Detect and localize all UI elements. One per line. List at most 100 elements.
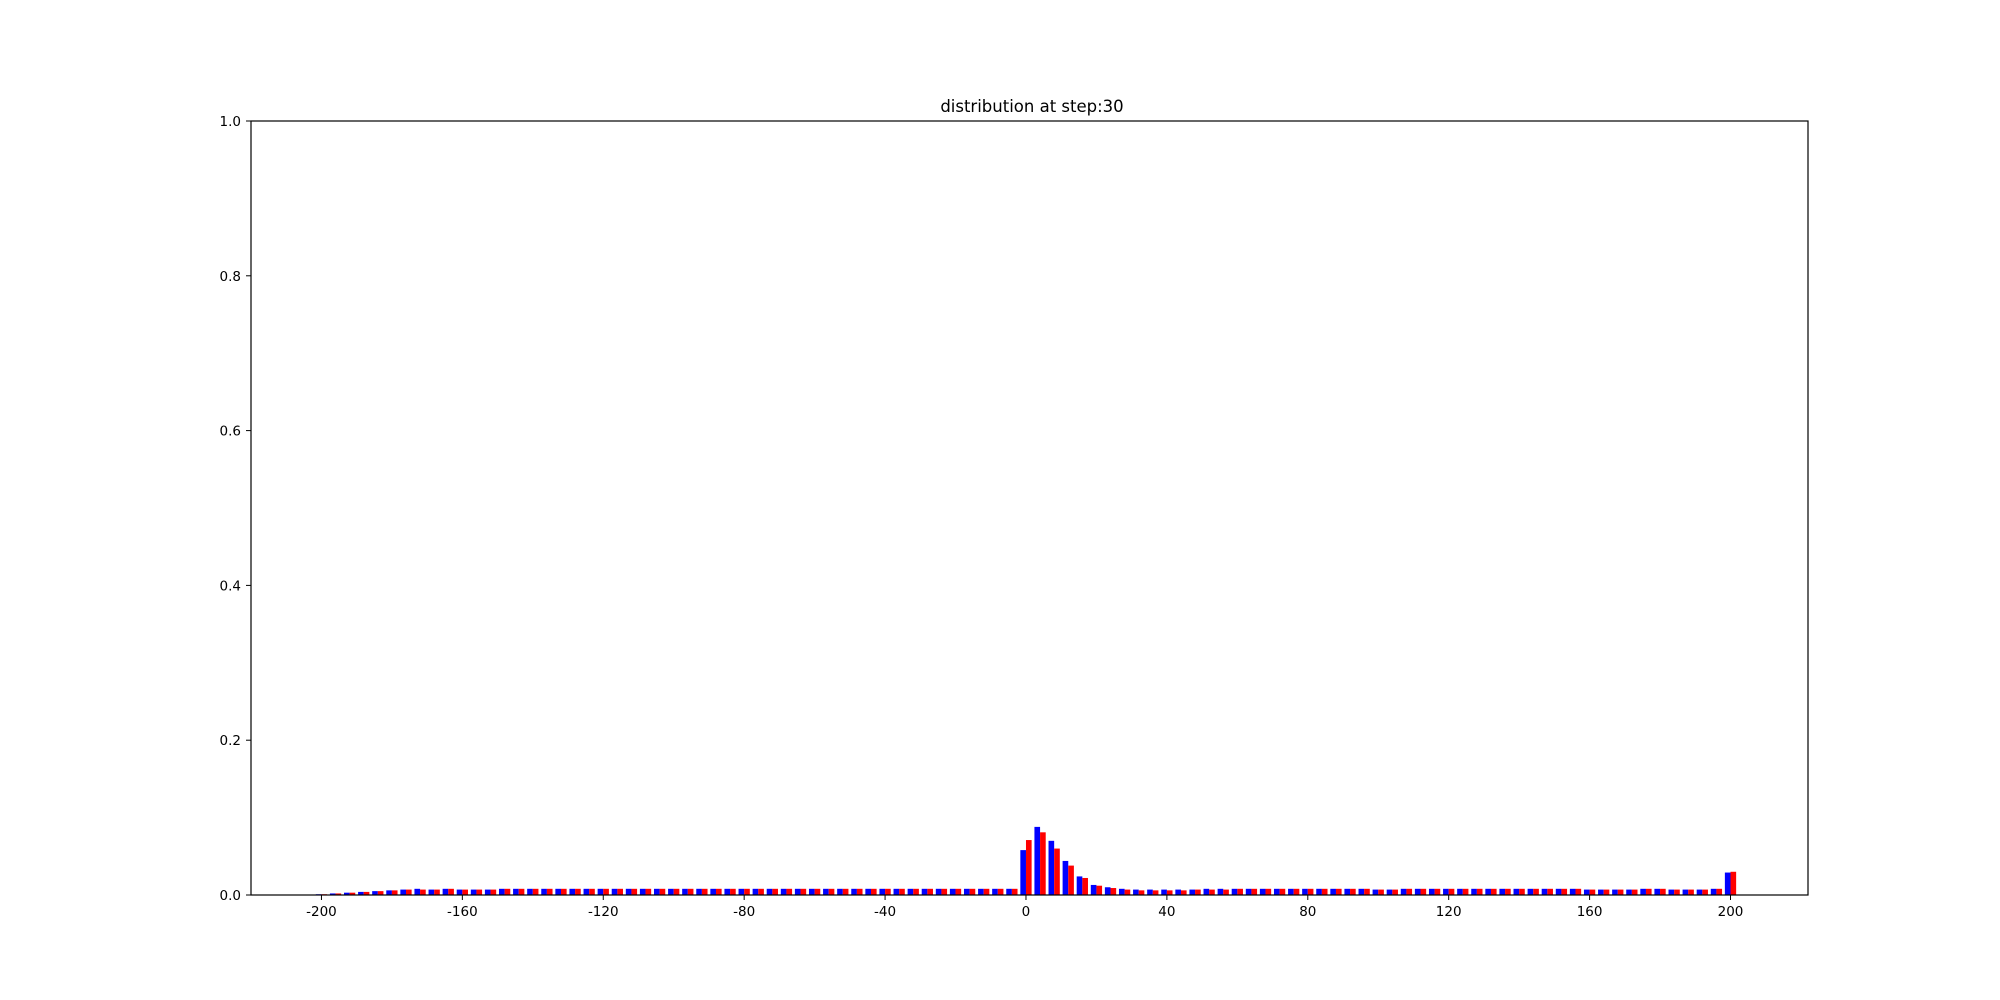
x-tick-label: 40 — [1158, 904, 1175, 920]
bar-series-2-x-128 — [1476, 888, 1483, 895]
bar-series-2-x-136 — [1505, 888, 1511, 895]
y-tick-label: 0.0 — [220, 888, 241, 904]
bar-series-1-x-140 — [1513, 888, 1520, 895]
bar-series-1-x-84 — [1316, 888, 1322, 895]
bar-series-1-x-172 — [1626, 889, 1632, 895]
bar-series-2-x-184 — [1674, 889, 1680, 895]
bar-series-2-x--180 — [391, 890, 398, 895]
bar-series-2-x--68 — [786, 888, 793, 895]
bar-series-2-x--92 — [701, 888, 708, 895]
bar-series-2-x--48 — [856, 888, 863, 895]
bar-series-2-x-52 — [1209, 889, 1215, 895]
bar-series-1-x--180 — [386, 890, 392, 895]
bar-series-2-x-140 — [1519, 888, 1525, 895]
bar-series-1-x-36 — [1147, 889, 1153, 895]
bar-series-2-x-152 — [1561, 888, 1568, 895]
bar-series-1-x-68 — [1259, 888, 1266, 895]
bar-series-1-x--8 — [992, 888, 998, 895]
bar-series-1-x--164 — [442, 888, 449, 895]
bar-series-1-x--168 — [428, 889, 435, 895]
bar-series-2-x-200 — [1730, 871, 1737, 895]
bar-series-1-x--124 — [583, 888, 590, 895]
bar-series-2-x--136 — [546, 888, 553, 895]
bar-series-2-x-84 — [1321, 888, 1328, 895]
bar-series-1-x-120 — [1443, 888, 1449, 895]
bar-series-1-x--28 — [921, 888, 928, 895]
bar-series-2-x-28 — [1124, 889, 1131, 895]
bar-series-2-x-168 — [1617, 889, 1624, 895]
bar-series-1-x-152 — [1555, 888, 1562, 895]
bar-series-2-x--8 — [997, 888, 1004, 895]
bar-series-1-x--80 — [738, 888, 745, 895]
bar-series-1-x-144 — [1527, 888, 1534, 895]
bar-series-1-x--188 — [358, 891, 364, 895]
y-tick-label: 1.0 — [220, 114, 241, 130]
bar-series-1-x--44 — [865, 888, 871, 895]
bar-series-1-x--112 — [625, 888, 632, 895]
bar-series-1-x-136 — [1499, 888, 1506, 895]
bar-series-2-x-48 — [1195, 889, 1201, 895]
bar-series-1-x--128 — [569, 888, 576, 895]
bar-series-2-x--168 — [434, 889, 440, 895]
bar-series-1-x--152 — [484, 889, 491, 895]
bar-series-1-x--120 — [597, 888, 604, 895]
bar-series-1-x--36 — [893, 888, 900, 895]
bar-series-1-x-64 — [1245, 888, 1252, 895]
bar-series-1-x-184 — [1668, 889, 1675, 895]
bar-series-1-x--136 — [541, 888, 547, 895]
bar-series-2-x-0 — [1025, 840, 1032, 895]
bar-series-1-x--156 — [470, 889, 477, 895]
x-tick-label: -120 — [588, 904, 619, 920]
bar-series-1-x-8 — [1048, 840, 1055, 895]
bar-series-1-x-72 — [1273, 888, 1280, 895]
bar-series-2-x-72 — [1279, 888, 1286, 895]
bar-series-2-x--140 — [532, 888, 539, 895]
bar-series-1-x-60 — [1231, 888, 1238, 895]
bar-series-2-x--124 — [589, 888, 595, 895]
bar-series-1-x-32 — [1133, 889, 1139, 895]
bar-series-1-x-92 — [1344, 888, 1351, 895]
bar-series-2-x-40 — [1166, 890, 1173, 895]
bar-series-1-x--100 — [668, 888, 674, 895]
x-tick-label: 80 — [1299, 904, 1316, 920]
bar-series-2-x-164 — [1603, 889, 1610, 895]
bar-series-1-x-24 — [1104, 887, 1111, 895]
bar-series-2-x--172 — [420, 889, 426, 895]
bar-series-2-x--64 — [800, 888, 807, 895]
bar-series-2-x--76 — [758, 888, 764, 895]
x-tick-label: 0 — [1022, 904, 1031, 920]
bar-series-1-x--92 — [696, 888, 702, 895]
bar-series-2-x--52 — [842, 888, 849, 895]
bar-series-1-x-16 — [1076, 876, 1083, 895]
bar-series-1-x-116 — [1428, 888, 1435, 895]
bar-series-2-x-100 — [1378, 889, 1384, 895]
bar-series-2-x-160 — [1589, 889, 1596, 895]
bar-series-2-x-36 — [1152, 890, 1159, 895]
bar-series-1-x--116 — [611, 888, 618, 895]
bar-series-1-x--4 — [1006, 888, 1012, 895]
bar-series-1-x-176 — [1640, 888, 1646, 895]
bar-series-2-x-176 — [1645, 888, 1652, 895]
bar-series-1-x--140 — [527, 888, 533, 895]
bar-series-2-x-60 — [1237, 888, 1243, 895]
bar-series-1-x-104 — [1386, 889, 1393, 895]
bar-series-1-x-128 — [1471, 888, 1477, 895]
bar-series-2-x--112 — [631, 888, 638, 895]
bar-series-1-x-132 — [1485, 888, 1491, 895]
bar-series-1-x-124 — [1457, 888, 1463, 895]
bar-series-2-x-92 — [1350, 888, 1356, 895]
bar-series-1-x--12 — [978, 888, 984, 895]
bar-series-2-x-32 — [1138, 890, 1145, 895]
bar-series-2-x--116 — [617, 888, 623, 895]
bar-series-2-x-196 — [1716, 888, 1723, 895]
bar-series-2-x--24 — [941, 888, 948, 895]
bar-series-1-x-108 — [1400, 888, 1407, 895]
bar-series-1-x-160 — [1583, 889, 1590, 895]
bar-series-2-x-64 — [1251, 888, 1258, 895]
bar-series-1-x-88 — [1330, 888, 1336, 895]
bar-series-2-x-20 — [1096, 885, 1103, 895]
bar-series-1-x--68 — [780, 888, 787, 895]
bar-series-1-x-168 — [1612, 889, 1618, 895]
bar-series-2-x--120 — [603, 888, 609, 895]
